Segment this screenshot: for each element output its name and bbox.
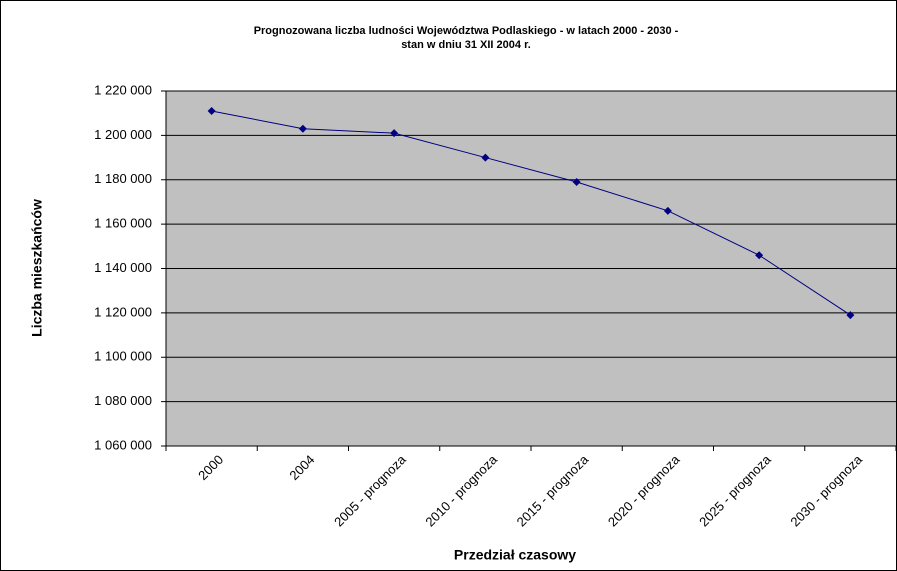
data-point [663, 206, 672, 215]
y-tick-label: 1 060 000 [94, 437, 152, 452]
data-point [481, 153, 490, 162]
x-axis-title: Przedział czasowy [454, 547, 576, 563]
y-tick-label: 1 180 000 [94, 171, 152, 186]
data-point [298, 124, 307, 133]
data-point [390, 129, 399, 138]
y-tick-label: 1 220 000 [94, 82, 152, 97]
data-point [755, 251, 764, 260]
chart-title: Prognozowana liczba ludności Województwa… [254, 25, 679, 37]
chart-title: stan w dniu 31 XII 2004 r. [401, 39, 531, 51]
y-tick-label: 1 140 000 [94, 260, 152, 275]
data-line [211, 110, 851, 316]
y-tick-label: 1 120 000 [94, 304, 152, 319]
y-tick-label: 1 100 000 [94, 349, 152, 364]
y-axis-title: Liczba mieszkańców [29, 199, 45, 337]
data-point [846, 311, 855, 320]
data-point [572, 177, 581, 186]
y-tick-label: 1 200 000 [94, 127, 152, 142]
data-point [207, 106, 216, 115]
y-tick-label: 1 160 000 [94, 216, 152, 231]
y-tick-label: 1 080 000 [94, 393, 152, 408]
